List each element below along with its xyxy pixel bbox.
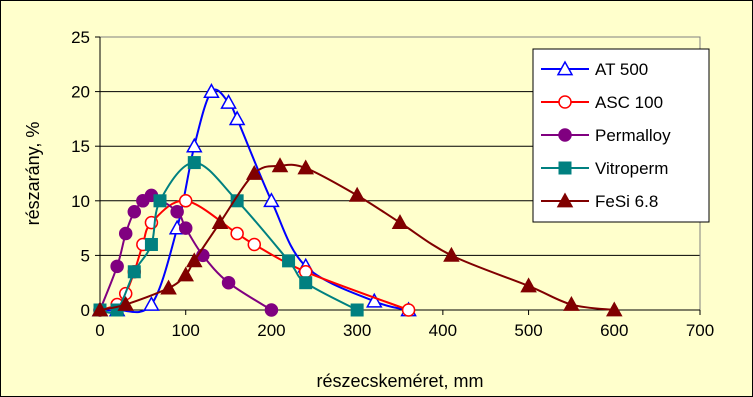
legend-label: ASC 100: [595, 93, 663, 112]
data-point: [118, 226, 133, 241]
data-point: [228, 110, 246, 126]
data-point: [299, 276, 313, 290]
data-point: [520, 277, 537, 293]
y-axis-title: részarány, %: [23, 122, 43, 226]
axes: 0 5 10 15 20 25 0 100 200 300 400 500 600 700: [71, 28, 714, 340]
x-tick-label: 100: [172, 321, 200, 340]
y-tick-label: 10: [71, 192, 90, 211]
data-point: [211, 214, 229, 229]
series-vitroperm: [93, 156, 364, 317]
legend-label: FeSi 6.8: [595, 192, 658, 211]
x-tick-label: 200: [257, 321, 285, 340]
legend-marker: [558, 95, 572, 109]
data-point: [606, 301, 623, 317]
legend-item: AT 500: [541, 60, 648, 79]
data-point: [391, 214, 409, 229]
x-axis-title: részecskeméret, mm: [316, 371, 483, 391]
data-point: [153, 194, 167, 208]
data-point: [177, 266, 194, 282]
data-point: [282, 254, 296, 268]
data-point: [186, 137, 203, 153]
legend-marker: [558, 161, 572, 175]
y-tick-label: 5: [81, 246, 90, 265]
data-point: [563, 295, 580, 311]
data-point: [178, 194, 193, 208]
data-point: [178, 221, 193, 235]
data-point: [350, 303, 364, 317]
data-point: [127, 204, 142, 219]
data-point: [264, 303, 279, 317]
data-point: [401, 303, 416, 317]
y-tick-label: 25: [71, 28, 90, 47]
x-tick-label: 400: [429, 321, 457, 340]
x-tick-label: 700: [686, 321, 714, 340]
data-point: [160, 279, 177, 295]
legend-item: ASC 100: [541, 93, 663, 112]
data-point: [221, 275, 236, 290]
data-point: [187, 156, 201, 170]
legend-marker: [556, 60, 574, 76]
y-tick-label: 0: [81, 301, 90, 320]
y-tick-label: 15: [71, 137, 90, 156]
legend-label: AT 500: [595, 60, 648, 79]
series-layer: [91, 83, 623, 317]
data-point: [366, 292, 383, 308]
x-tick-label: 500: [514, 321, 542, 340]
data-point: [91, 301, 109, 317]
legend-marker: [556, 192, 574, 208]
series-fesi-6-8: [91, 157, 623, 317]
series-line: [99, 161, 358, 314]
data-point: [230, 226, 244, 241]
legend-item: Permalloy: [541, 126, 671, 145]
data-point: [348, 186, 366, 202]
data-point: [203, 83, 220, 98]
legend-item: FeSi 6.8: [541, 192, 658, 211]
data-point: [220, 93, 237, 109]
x-tick-label: 600: [600, 321, 628, 340]
legend-label: Permalloy: [595, 126, 671, 145]
data-point: [247, 237, 262, 252]
data-point: [443, 246, 460, 262]
data-point: [271, 157, 289, 173]
y-tick-label: 20: [71, 83, 90, 102]
data-point: [263, 192, 280, 208]
data-point: [117, 295, 134, 311]
data-point: [170, 204, 184, 219]
data-point: [297, 159, 314, 175]
legend-label: Vitroperm: [595, 159, 668, 178]
x-tick-label: 300: [343, 321, 371, 340]
data-point: [246, 164, 263, 180]
legend-marker: [558, 128, 572, 142]
data-point: [143, 295, 160, 311]
data-point: [186, 252, 203, 268]
x-tick-label: 0: [95, 321, 104, 340]
legend: AT 500 ASC 100 Permalloy Vitroperm FeSi 6.8: [532, 48, 710, 223]
data-point: [298, 265, 313, 279]
legend-item: Vitroperm: [541, 159, 668, 178]
data-point: [110, 259, 124, 274]
data-point: [144, 237, 158, 251]
data-point: [127, 265, 141, 279]
